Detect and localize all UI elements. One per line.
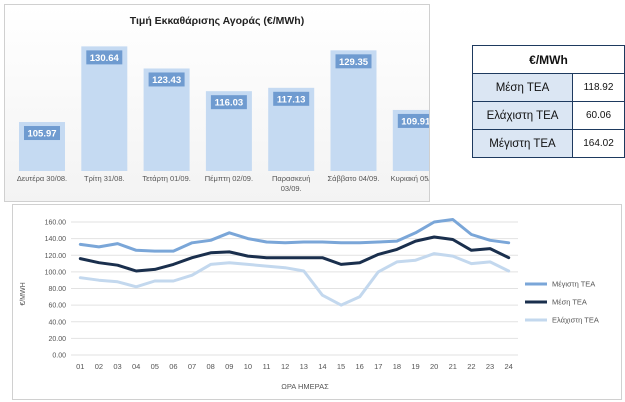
- x-tick-label: 08: [207, 362, 215, 371]
- series-line: [78, 252, 511, 307]
- y-tick-label: 160.00: [45, 220, 67, 227]
- category-label: Τετάρτη 01/09.: [142, 174, 191, 183]
- series-line: [78, 218, 511, 253]
- bar: [330, 50, 377, 171]
- x-tick-label: 02: [95, 362, 103, 371]
- bar-value-box: [335, 54, 372, 69]
- row-label-min: Ελάχιστη ΤΕΑ: [472, 101, 573, 130]
- row-value-max: 164.02: [572, 129, 625, 158]
- bar-value-label: 123.43: [152, 75, 181, 86]
- table-header: €/MWh: [472, 45, 625, 74]
- x-tick-label: 23: [486, 362, 494, 371]
- y-tick-label: 100.00: [45, 269, 67, 276]
- table-row: Μέση ΤΕΑ 118.92: [472, 73, 625, 102]
- legend-label: Μέγιστη ΤΕΑ: [552, 280, 595, 289]
- line-chart: 0.00 20.00 40.00 60.00 80.00 100.00 120.00 140.…: [20, 218, 599, 391]
- y-tick-label: 60.00: [48, 303, 66, 310]
- x-tick-label: 21: [449, 362, 457, 371]
- x-tick-label: 18: [393, 362, 401, 371]
- x-tick-label: 17: [374, 362, 382, 371]
- legend-label: Ελάχιστη ΤΕΑ: [552, 316, 599, 325]
- x-tick-label: 20: [430, 362, 438, 371]
- y-tick-label: 140.00: [45, 236, 67, 243]
- bar-value-label: 117.13: [277, 94, 306, 105]
- bar-chart: Τιμή Εκκαθάρισης Αγοράς (€/MWh) 105.97 Δε…: [17, 15, 429, 193]
- series-line: [78, 235, 511, 273]
- bar: [81, 46, 128, 171]
- bar-value-label: 130.64: [90, 53, 120, 64]
- category-label: Τρίτη 31/08.: [84, 174, 125, 183]
- row-label-mean: Μέση ΤΕΑ: [472, 73, 573, 102]
- x-tick-label: 05: [151, 362, 159, 371]
- bar-value-box: [86, 50, 123, 65]
- x-tick-label: 19: [411, 362, 419, 371]
- x-tick-label: 07: [188, 362, 196, 371]
- bar-value-box: [273, 91, 310, 106]
- category-label: Δευτέρα 30/08.: [17, 174, 67, 183]
- bar-value-label: 116.03: [215, 98, 244, 109]
- table-row: Ελάχιστη ΤΕΑ 60.06: [472, 101, 625, 130]
- bar-value-box: [210, 95, 247, 110]
- bar-chart-panel: Τιμή Εκκαθάρισης Αγοράς (€/MWh) 105.97 Δε…: [4, 4, 430, 202]
- y-tick-label: 120.00: [45, 253, 67, 260]
- y-tick-label: 40.00: [48, 319, 66, 326]
- y-tick-label: 20.00: [48, 336, 66, 343]
- category-label: 03/09.: [281, 184, 302, 193]
- x-tick-label: 04: [132, 362, 140, 371]
- row-value-mean: 118.92: [572, 73, 625, 102]
- x-tick-label: 10: [244, 362, 252, 371]
- x-tick-label: 03: [113, 362, 121, 371]
- bar-value-label: 109.91: [401, 116, 429, 127]
- row-label-max: Μέγιστη ΤΕΑ: [472, 129, 573, 158]
- legend-label: Μέση ΤΕΑ: [552, 298, 587, 307]
- x-tick-label: 22: [467, 362, 475, 371]
- category-label: Κυριακή 05/09.: [391, 174, 429, 183]
- bar-chart-title: Τιμή Εκκαθάρισης Αγοράς (€/MWh): [130, 15, 304, 27]
- x-tick-label: 13: [300, 362, 308, 371]
- y-axis-label: €/MWH: [20, 282, 27, 305]
- category-label: Σάββατο 04/09.: [328, 174, 380, 183]
- bar-value-label: 105.97: [27, 129, 56, 140]
- x-tick-label: 15: [337, 362, 345, 371]
- x-tick-label: 24: [505, 362, 513, 371]
- y-tick-label: 0.00: [52, 353, 66, 360]
- x-tick-label: 09: [225, 362, 233, 371]
- table-header-row: €/MWh: [472, 45, 625, 74]
- table-row: Μέγιστη ΤΕΑ 164.02: [472, 129, 625, 158]
- x-tick-label: 12: [281, 362, 289, 371]
- category-label: Πέμπτη 02/09.: [205, 174, 253, 183]
- bar-value-box: [397, 113, 429, 128]
- bar-value-label: 129.35: [339, 57, 369, 68]
- line-chart-panel: 0.00 20.00 40.00 60.00 80.00 100.00 120.00 140.…: [12, 204, 622, 400]
- y-tick-label: 80.00: [48, 286, 66, 293]
- x-tick-label: 06: [169, 362, 177, 371]
- price-summary-table: €/MWh Μέση ΤΕΑ 118.92 Ελάχιστη ΤΕΑ 60.06…: [472, 45, 625, 158]
- bar-value-box: [24, 126, 60, 141]
- row-value-min: 60.06: [572, 101, 625, 130]
- x-tick-label: 16: [356, 362, 364, 371]
- x-tick-label: 14: [318, 362, 326, 371]
- bar-value-box: [148, 72, 185, 87]
- x-tick-label: 01: [76, 362, 84, 371]
- category-label: Παρασκευή: [272, 174, 310, 183]
- x-tick-label: 11: [263, 362, 271, 371]
- x-axis-label: ΩΡΑ ΗΜΕΡΑΣ: [281, 382, 329, 391]
